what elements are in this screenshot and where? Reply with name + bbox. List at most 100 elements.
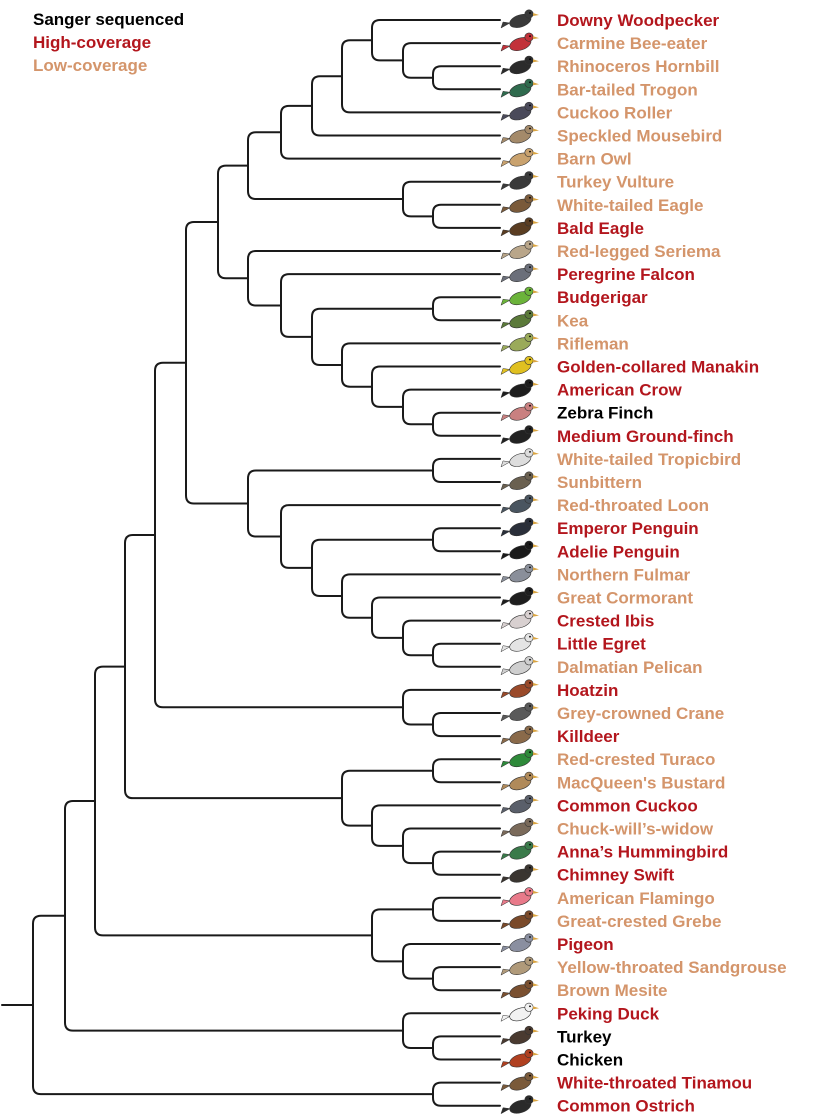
loon-icon <box>500 494 539 514</box>
species-label: Little Egret <box>557 635 646 654</box>
bird-icons <box>500 9 539 1115</box>
egret-icon <box>500 633 539 653</box>
cormorant-icon <box>500 587 539 607</box>
bustard-icon <box>500 771 539 791</box>
species-label: Barn Owl <box>557 150 632 169</box>
branch-76 <box>432 966 501 980</box>
branch-38 <box>432 527 501 541</box>
branch-74 <box>432 896 501 911</box>
species-label: American Crow <box>557 381 682 400</box>
species-label: Budgerigar <box>557 288 648 307</box>
species-label: Hoatzin <box>557 681 618 700</box>
branch-55 <box>185 361 249 505</box>
species-label: MacQueen's Bustard <box>557 773 725 792</box>
branch-33 <box>247 277 282 307</box>
branch-88 <box>432 1081 501 1096</box>
bee-eater-icon <box>500 32 539 52</box>
branch-54 <box>185 220 219 364</box>
branch-32 <box>247 250 501 280</box>
cuckoo-roller-icon <box>500 101 539 121</box>
branch-48 <box>311 538 434 569</box>
branch-44 <box>371 596 501 619</box>
species-label: Cuckoo Roller <box>557 103 673 122</box>
branch-3 <box>402 59 434 79</box>
branch-17 <box>247 164 404 201</box>
ibis-icon <box>500 610 539 630</box>
branch-93 <box>32 1003 434 1096</box>
branch-91 <box>64 914 404 1032</box>
species-label: White-tailed Tropicbird <box>557 450 741 469</box>
branch-19 <box>432 307 501 322</box>
tinamou-icon <box>500 1072 539 1092</box>
branch-50 <box>280 504 501 538</box>
species-label: Downy Woodpecker <box>557 11 720 30</box>
branch-70 <box>341 769 434 800</box>
woodpecker-icon <box>500 9 539 29</box>
killdeer-icon <box>500 725 539 745</box>
branch-52 <box>247 469 434 505</box>
branch-64 <box>432 850 501 865</box>
chicken-icon <box>500 1049 539 1069</box>
branch-43 <box>402 636 434 657</box>
sunbittern-icon <box>500 471 539 491</box>
turaco-icon <box>500 748 539 768</box>
trogon-icon <box>500 78 539 98</box>
manakin-icon <box>500 356 539 376</box>
cuckoo-icon <box>500 794 539 814</box>
species-labels: Downy Woodpecker Carmine Bee-eater Rhinoce… <box>557 11 787 1116</box>
legend-low-coverage: Low-coverage <box>33 56 148 75</box>
branch-0 <box>432 65 501 79</box>
branch-36 <box>432 457 501 472</box>
hummingbird-icon <box>500 841 539 861</box>
branch-15 <box>402 198 434 218</box>
species-label: Adelie Penguin <box>557 542 680 561</box>
branch-8 <box>311 75 343 107</box>
branch-12 <box>432 203 501 218</box>
species-label: Killdeer <box>557 727 620 746</box>
branch-68 <box>371 804 501 827</box>
species-label: Great-crested Grebe <box>557 912 721 931</box>
branch-66 <box>402 827 501 847</box>
pigeon-icon <box>500 933 539 953</box>
nightjar-icon <box>500 818 539 838</box>
branch-78 <box>402 943 501 963</box>
grebe-icon <box>500 910 539 930</box>
branch-21 <box>432 423 501 437</box>
species-label: Peregrine Falcon <box>557 265 695 284</box>
branch-14 <box>402 180 501 201</box>
branch-6 <box>341 39 373 78</box>
branch-63 <box>432 769 501 784</box>
branch-84 <box>432 1035 501 1049</box>
fulmar-icon <box>500 563 539 583</box>
species-label: Dalmatian Pelican <box>557 658 703 677</box>
bald-eagle-icon <box>500 217 539 237</box>
branch-83 <box>94 799 373 937</box>
branch-57 <box>432 723 501 738</box>
branch-82 <box>94 665 126 802</box>
branch-2 <box>402 42 501 62</box>
species-label: Chicken <box>557 1051 623 1070</box>
branch-37 <box>432 469 501 483</box>
species-label: American Flamingo <box>557 889 715 908</box>
branch-4 <box>371 19 501 42</box>
species-label: Kea <box>557 311 589 330</box>
mousebird-icon <box>500 125 539 145</box>
swift-icon <box>500 864 539 884</box>
branch-13 <box>432 215 501 229</box>
branch-60 <box>154 361 187 536</box>
species-label: White-tailed Eagle <box>557 196 703 215</box>
branch-49 <box>311 566 343 598</box>
species-label: Bar-tailed Trogon <box>557 80 698 99</box>
species-label: Sunbittern <box>557 473 642 492</box>
adelie-penguin-icon <box>500 540 539 560</box>
branch-71 <box>341 797 373 827</box>
vulture-icon <box>500 171 539 191</box>
species-label: Pigeon <box>557 935 614 954</box>
branch-25 <box>371 385 404 408</box>
species-label: Common Cuckoo <box>557 796 698 815</box>
species-label: Bald Eagle <box>557 219 644 238</box>
crow-icon <box>500 379 539 399</box>
penguin-icon <box>500 517 539 537</box>
branch-28 <box>311 307 434 338</box>
